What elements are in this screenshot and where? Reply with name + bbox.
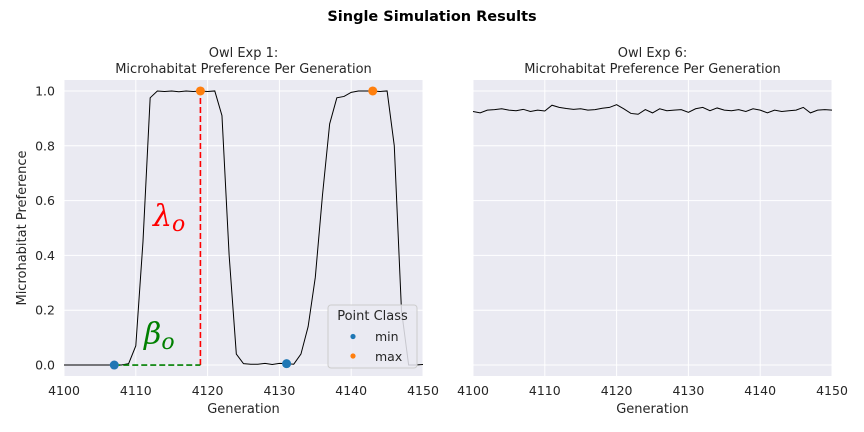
max-point [368,86,378,96]
max-point [195,86,205,96]
min-point [109,360,119,370]
beta-annotation: βo [143,317,175,355]
legend-marker-min [350,333,356,340]
series-lines [472,104,833,115]
y-tick-labels: 0.0 0.2 0.4 0.6 0.8 1.0 [35,83,55,372]
legend-label-min: min [375,329,399,344]
chart-panel-owl-exp-1: 4100 4110 4120 4130 4140 4150 0.0 0.2 0.4 0.6 0.8… [15,46,439,417]
legend: Point Class min max [327,304,418,369]
y-tick-label: 0.8 [35,138,55,153]
lambda-symbol: λ [152,199,172,234]
legend-box [327,304,418,369]
x-tick-label: 4140 [744,383,776,398]
guide-lines [114,90,202,366]
beta-symbol: β [143,317,161,352]
lambda-annotation: λo [152,199,185,237]
y-tick-label: 1.0 [35,83,55,98]
gridlines [63,80,424,376]
y-tick-label: 0.2 [35,303,55,318]
x-tick-label: 4120 [601,383,633,398]
y-tick-label: 0.4 [35,248,55,263]
class-points [109,86,378,370]
legend-marker-max [350,353,356,359]
x-axis-label: Generation [616,402,689,417]
panel-title-line1: Owl Exp 6: [618,46,688,61]
y-axis-label: Microhabitat Preference [15,150,30,305]
beta-subscript: o [161,330,174,355]
chart-panel-owl-exp-6: 4100 4110 4120 4130 4140 4150 Owl Exp 6: Micr… [457,46,848,417]
suptitle: Single Simulation Results [327,9,536,25]
x-tick-label: 4110 [120,383,152,398]
x-tick-label: 4100 [48,383,80,398]
x-tick-label: 4120 [192,383,224,398]
x-tick-label: 4150 [407,383,439,398]
x-tick-label: 4150 [816,383,848,398]
legend-label-max: max [375,349,402,364]
x-tick-label: 4130 [263,383,295,398]
x-tick-label: 4110 [529,383,561,398]
y-tick-label: 0.6 [35,193,55,208]
min-point [282,359,292,369]
x-tick-labels: 4100 4110 4120 4130 4140 4150 [48,383,439,398]
plot-area [473,80,832,376]
lambda-subscript: o [172,212,185,237]
gridlines [472,80,833,376]
series-line [472,104,833,115]
legend-title: Point Class [337,309,408,324]
x-tick-labels: 4100 4110 4120 4130 4140 4150 [457,383,848,398]
panel-title-line1: Owl Exp 1: [209,46,279,61]
x-tick-label: 4130 [672,383,704,398]
x-tick-label: 4100 [457,383,489,398]
x-axis-label: Generation [207,402,280,417]
y-tick-label: 0.0 [35,358,55,373]
x-tick-label: 4140 [335,383,367,398]
panel-title-line2: Microhabitat Preference Per Generation [524,62,781,77]
panel-title-line2: Microhabitat Preference Per Generation [115,62,372,77]
